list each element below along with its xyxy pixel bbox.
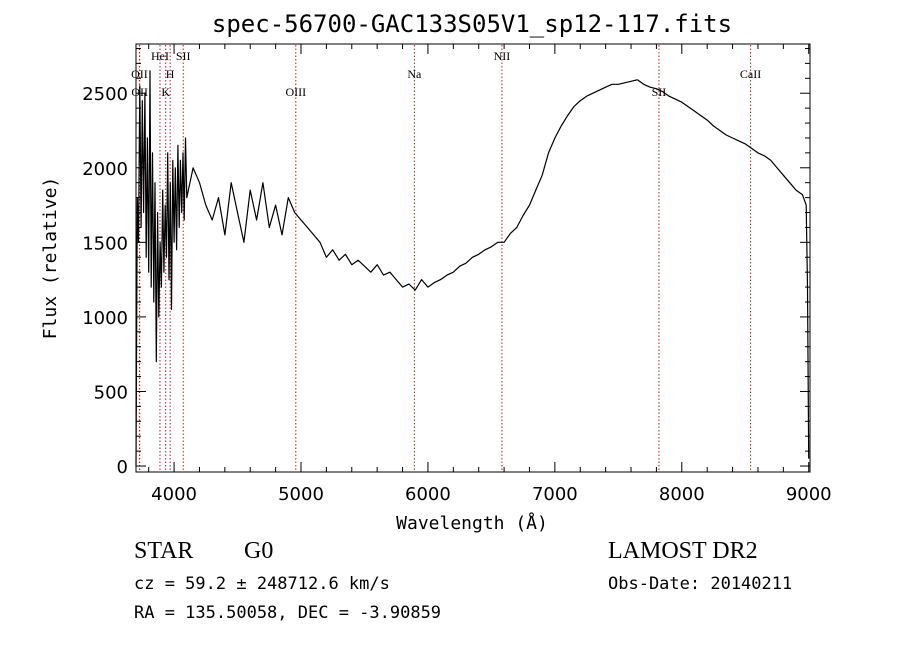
x-tick-label: 7000	[532, 484, 578, 505]
y-tick-label: 2000	[82, 159, 128, 180]
y-tick-label: 1000	[82, 308, 128, 329]
y-tick-label: 1500	[82, 233, 128, 254]
redshift-readout: cz = 59.2 ± 248712.6 km/s	[134, 574, 390, 594]
spectral-line-label: H	[166, 67, 175, 81]
spectral-line-label: OIII	[285, 85, 306, 99]
object-class: STAR	[134, 538, 194, 564]
y-tick-label: 0	[117, 457, 128, 478]
spectral-line-label: CaII	[740, 67, 761, 81]
x-tick-label: 6000	[405, 484, 451, 505]
spectral-line-label: HeI	[151, 49, 169, 63]
x-tick-label: 8000	[659, 484, 705, 505]
x-tick-label: 4000	[151, 484, 197, 505]
object-subclass: G0	[244, 538, 274, 564]
y-tick-label: 2500	[82, 84, 128, 105]
survey-name: LAMOST DR2	[608, 538, 758, 564]
spectral-line-label: OII	[131, 67, 148, 81]
spectral-line-label: Na	[407, 67, 422, 81]
spectral-line-label: K	[161, 85, 170, 99]
y-tick-label: 500	[94, 382, 128, 403]
chart-title: spec-56700-GAC133S05V1_sp12-117.fits	[212, 10, 732, 38]
y-axis-label: Flux (relative)	[40, 177, 61, 340]
spectral-line-label: SII	[176, 49, 191, 63]
spectral-line-label: NII	[494, 49, 511, 63]
coordinates-readout: RA = 135.50058, DEC = -3.90859	[134, 603, 442, 623]
x-tick-label: 9000	[786, 484, 832, 505]
observation-date: Obs-Date: 20140211	[608, 574, 793, 594]
x-tick-label: 5000	[278, 484, 324, 505]
spectrum-line	[135, 70, 810, 467]
plot-frame	[135, 43, 811, 473]
x-axis-label: Wavelength (Å)	[396, 512, 548, 534]
spectral-line-label: SII	[652, 85, 667, 99]
spectral-line-label: OII	[131, 85, 148, 99]
